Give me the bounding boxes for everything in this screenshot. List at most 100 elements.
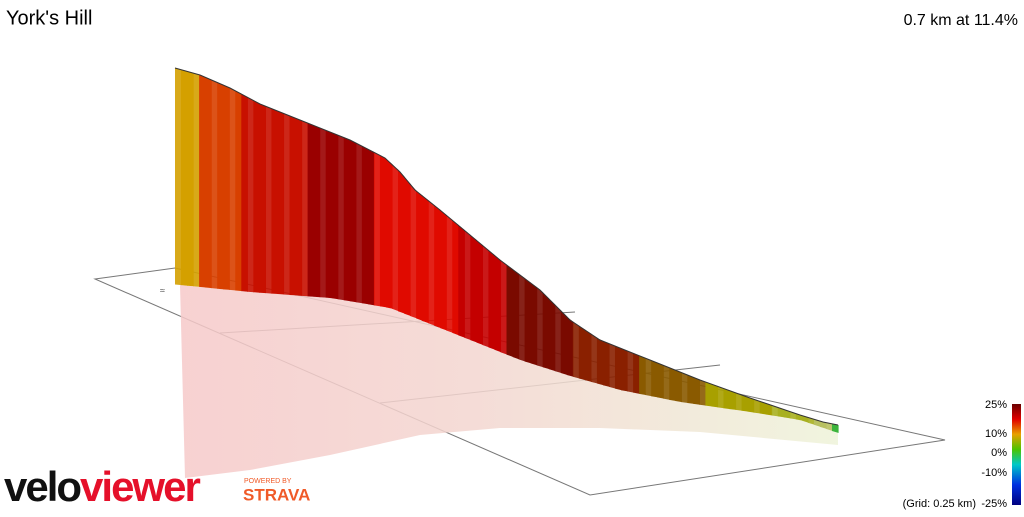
ribbon-strip bbox=[193, 73, 200, 287]
reflection bbox=[180, 285, 838, 478]
ribbon-strip bbox=[211, 79, 218, 289]
ribbon-strip bbox=[627, 350, 634, 393]
ribbon-strip bbox=[560, 310, 568, 375]
legend-label: 0% bbox=[991, 447, 1007, 459]
ribbon-strip bbox=[819, 421, 827, 429]
ribbon-strip bbox=[476, 240, 483, 345]
ribbon-strip bbox=[831, 423, 839, 433]
ribbon-strip bbox=[331, 132, 339, 300]
ribbon-strip bbox=[651, 360, 658, 398]
ribbon-strip bbox=[705, 381, 713, 407]
ribbon-strip bbox=[337, 135, 345, 301]
ribbon-strip bbox=[416, 190, 423, 321]
ribbon-strip bbox=[289, 115, 297, 296]
ribbon-strip bbox=[361, 146, 369, 305]
color-scale bbox=[1012, 404, 1021, 505]
logo-first: velo bbox=[4, 463, 81, 510]
ribbon-strip bbox=[307, 123, 315, 297]
ribbon-strip bbox=[783, 409, 791, 419]
ribbon-strip bbox=[530, 282, 538, 366]
ribbon-strip bbox=[247, 97, 254, 293]
ribbon-strip bbox=[747, 397, 755, 413]
ribbon-strip bbox=[765, 403, 773, 416]
ribbon-strip bbox=[506, 264, 514, 358]
ribbon-strip bbox=[723, 388, 731, 410]
ribbon-strip bbox=[741, 394, 749, 412]
ribbon-strip bbox=[452, 220, 459, 336]
ribbon-strip bbox=[578, 325, 586, 381]
ribbon-strip bbox=[657, 362, 664, 399]
ribbon-strip bbox=[379, 155, 387, 308]
ribbon-strip bbox=[639, 355, 646, 396]
ribbon-strip bbox=[385, 158, 393, 309]
grid-note: (Grid: 0.25 km) bbox=[903, 498, 976, 510]
ribbon-strip bbox=[277, 110, 285, 295]
ribbon-edge bbox=[174, 67, 839, 426]
ribbon-strip bbox=[572, 321, 580, 379]
ribbon-strip bbox=[596, 337, 604, 386]
ribbon-strip bbox=[693, 377, 700, 405]
ribbon-strip bbox=[325, 130, 333, 299]
ribbon-strip bbox=[464, 230, 471, 341]
ribbon-strip bbox=[428, 200, 435, 326]
legend-label: 10% bbox=[985, 428, 1007, 440]
ribbon-strip bbox=[518, 273, 526, 362]
ribbon-strip bbox=[458, 225, 465, 338]
ribbon-strip bbox=[771, 405, 779, 417]
ribbon-strip bbox=[512, 269, 520, 360]
ribbon-strip bbox=[711, 384, 719, 408]
ribbon-strip bbox=[753, 399, 761, 414]
ribbon-strip bbox=[391, 164, 399, 312]
ribbon-strip bbox=[717, 386, 725, 409]
title: York's Hill bbox=[6, 7, 92, 29]
ribbon-strip bbox=[735, 392, 743, 411]
ribbon-strip bbox=[241, 94, 248, 292]
ribbon-strip bbox=[313, 125, 321, 298]
legend-label: -25% bbox=[981, 498, 1007, 510]
ribbon-strip bbox=[319, 127, 327, 298]
ribbon-strip bbox=[229, 87, 236, 291]
ribbon-strip bbox=[590, 333, 598, 384]
ribbon-strip bbox=[367, 149, 375, 306]
ribbon-strip bbox=[205, 77, 212, 289]
ribbon-strip bbox=[446, 215, 453, 333]
ribbon-strip bbox=[825, 422, 833, 431]
ribbon-strip bbox=[373, 152, 381, 307]
ribbon-strip bbox=[584, 329, 592, 382]
ribbon-strip bbox=[687, 374, 694, 404]
ribbon-strip bbox=[434, 205, 441, 329]
legend: 25% 10% 0% -10% -25% bbox=[981, 399, 1007, 510]
ribbon-strip bbox=[777, 407, 785, 418]
ribbon-strip bbox=[633, 353, 640, 394]
ribbon-strip bbox=[398, 170, 405, 314]
ribbon-strip bbox=[181, 69, 188, 286]
ribbon-strip bbox=[663, 365, 670, 400]
ribbon-strip bbox=[554, 304, 562, 374]
ribbon-strip bbox=[187, 71, 194, 287]
ribbon-strip bbox=[542, 292, 550, 370]
ribbon-strip bbox=[699, 379, 706, 406]
ribbon-strip bbox=[271, 108, 279, 295]
ribbon-strip bbox=[681, 372, 688, 404]
ribbon-strip bbox=[283, 113, 291, 295]
ribbon-strip bbox=[608, 343, 616, 389]
ribbon-strip bbox=[422, 195, 429, 324]
legend-label: 25% bbox=[985, 399, 1007, 411]
ribbon-strip bbox=[404, 176, 411, 317]
ribbon-strip bbox=[488, 250, 496, 350]
ribbon-strip bbox=[259, 103, 267, 294]
ribbon-strip bbox=[355, 142, 363, 304]
ribbon-strip bbox=[500, 260, 508, 355]
ribbon-strip bbox=[645, 358, 652, 397]
ribbon-strip bbox=[265, 106, 273, 294]
ribbon-strip bbox=[199, 74, 206, 288]
reflection-area bbox=[180, 285, 838, 478]
ribbon-strip bbox=[295, 118, 303, 296]
ribbon-strip bbox=[440, 210, 447, 331]
ribbon-strip bbox=[614, 345, 622, 391]
ribbon-strip bbox=[759, 401, 767, 415]
logo-second: viewer bbox=[80, 463, 200, 510]
ribbon-strip bbox=[301, 120, 309, 297]
ribbon-strip bbox=[410, 184, 417, 319]
